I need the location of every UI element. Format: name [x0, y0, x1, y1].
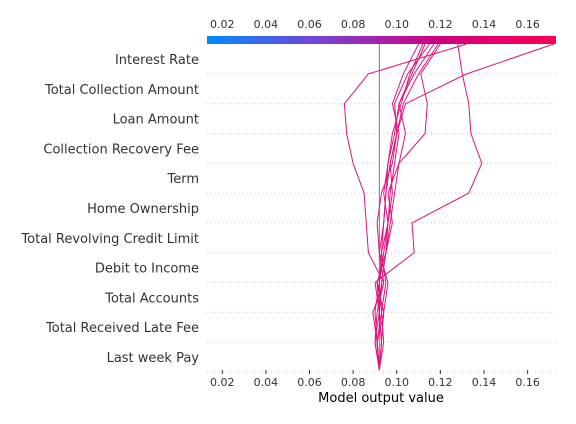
- bottom-tick-label: 0.10: [385, 376, 410, 389]
- bottom-tick-label: 0.06: [297, 376, 322, 389]
- feature-labels: Interest Rate Total Collection Amount Loan…: [20, 53, 199, 366]
- feature-label: Interest Rate: [115, 53, 199, 68]
- grid-lines: [207, 73, 556, 373]
- top-tick-label: 0.10: [385, 18, 410, 31]
- bottom-tick-label: 0.08: [341, 376, 366, 389]
- top-tick-label: 0.16: [515, 18, 540, 31]
- feature-label: Home Ownership: [87, 202, 199, 217]
- decision-line: [343, 43, 467, 371]
- feature-label: Term: [166, 172, 199, 187]
- feature-label: Loan Amount: [113, 113, 199, 128]
- feature-label: Total Revolving Credit Limit: [20, 232, 199, 247]
- feature-label: Total Accounts: [104, 291, 199, 306]
- top-tick-label: 0.06: [297, 18, 322, 31]
- top-tick-label: 0.14: [472, 18, 497, 31]
- colorbar: [207, 36, 556, 44]
- x-axis-title: Model output value: [318, 391, 444, 406]
- colorbar-strip: [207, 36, 556, 44]
- decision-line: [376, 43, 420, 371]
- bottom-tick-label: 0.16: [515, 376, 540, 389]
- bottom-tick-label: 0.14: [472, 376, 497, 389]
- feature-label: Debit to Income: [95, 262, 199, 277]
- bottom-tick-label: 0.02: [210, 376, 235, 389]
- top-x-axis: 0.02 0.04 0.06 0.08 0.10 0.12 0.14 0.16: [210, 18, 540, 31]
- top-tick-label: 0.08: [341, 18, 366, 31]
- decision-line: [376, 43, 435, 371]
- top-tick-label: 0.12: [428, 18, 453, 31]
- top-tick-label: 0.04: [254, 18, 279, 31]
- top-tick-label: 0.02: [210, 18, 235, 31]
- decision-lines: [343, 43, 554, 371]
- bottom-tick-label: 0.04: [254, 376, 279, 389]
- decision-line: [374, 43, 554, 371]
- feature-label: Last week Pay: [107, 351, 200, 366]
- decision-line: [374, 43, 483, 371]
- bottom-tick-label: 0.12: [428, 376, 453, 389]
- feature-label: Collection Recovery Fee: [43, 142, 199, 157]
- decision-line: [376, 43, 441, 371]
- decision-line: [376, 43, 439, 371]
- feature-label: Total Collection Amount: [44, 83, 199, 98]
- bottom-x-axis: 0.02 0.04 0.06 0.08 0.10 0.12 0.14 0.16: [210, 370, 540, 389]
- feature-label: Total Received Late Fee: [45, 321, 199, 336]
